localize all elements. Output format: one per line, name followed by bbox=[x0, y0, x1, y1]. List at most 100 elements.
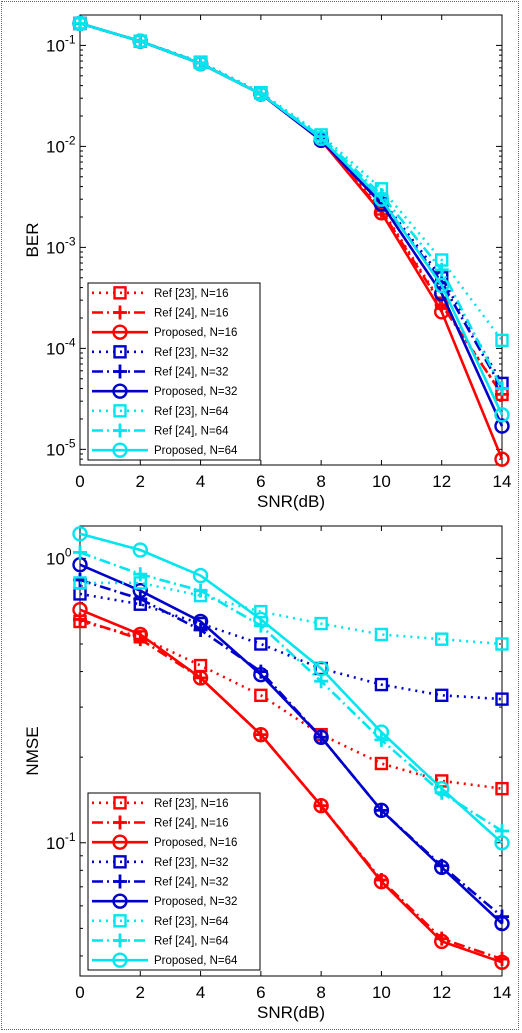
data-point bbox=[72, 15, 88, 32]
legend-marker bbox=[112, 383, 128, 399]
data-point bbox=[133, 591, 148, 606]
series-9 bbox=[72, 526, 510, 851]
data-point bbox=[73, 612, 87, 627]
legend-marker bbox=[113, 286, 127, 300]
data-point bbox=[313, 798, 329, 814]
x-axis-title: SNR(dB) bbox=[257, 492, 325, 511]
y-tick-label: 10-1 bbox=[46, 830, 76, 853]
data-point bbox=[374, 756, 389, 771]
legend-marker bbox=[113, 874, 127, 889]
y-axis-title: NMSE bbox=[23, 726, 42, 775]
x-tick-label: 4 bbox=[196, 472, 205, 491]
legend-marker bbox=[112, 952, 128, 968]
x-tick-label: 8 bbox=[316, 472, 325, 491]
data-point bbox=[434, 304, 450, 320]
data-point bbox=[254, 637, 268, 651]
data-point bbox=[254, 604, 268, 619]
series-3 bbox=[72, 602, 510, 970]
legend-marker bbox=[113, 345, 127, 359]
data-point bbox=[313, 130, 329, 147]
legend-label: Ref [23], N=64 bbox=[154, 916, 229, 928]
data-point bbox=[314, 674, 329, 689]
legend-label: Proposed, N=16 bbox=[154, 327, 237, 339]
x-tick-label: 12 bbox=[432, 983, 451, 1002]
data-point bbox=[494, 954, 510, 970]
legend-label: Ref [24], N=32 bbox=[154, 877, 228, 889]
data-point bbox=[495, 333, 509, 348]
legend-label: Proposed, N=64 bbox=[154, 445, 238, 457]
data-point bbox=[132, 33, 148, 49]
legend-label: Proposed, N=32 bbox=[154, 896, 237, 908]
x-tick-label: 2 bbox=[136, 472, 145, 491]
data-point bbox=[132, 626, 148, 643]
data-point bbox=[313, 729, 329, 745]
series-9 bbox=[72, 15, 510, 423]
data-point bbox=[72, 526, 88, 542]
series-line bbox=[79, 592, 503, 701]
data-point bbox=[253, 611, 269, 628]
legend: Ref [23], N=16 Ref [24], N=16 Proposed, N=… bbox=[87, 282, 261, 461]
data-point bbox=[253, 666, 269, 683]
data-point bbox=[434, 933, 450, 950]
legend-label: Proposed, N=16 bbox=[154, 837, 237, 849]
data-point bbox=[73, 576, 87, 590]
data-point bbox=[435, 688, 449, 703]
data-point bbox=[373, 724, 390, 740]
series-line bbox=[79, 551, 503, 833]
x-tick-label: 0 bbox=[75, 472, 84, 491]
data-point bbox=[133, 567, 148, 582]
legend-label: Ref [23], N=32 bbox=[154, 857, 228, 869]
legend-marker bbox=[113, 933, 127, 948]
legend-label: Proposed, N=32 bbox=[154, 386, 237, 398]
data-point bbox=[192, 567, 209, 584]
legend-label: Ref [23], N=16 bbox=[154, 798, 228, 810]
legend-label: Ref [23], N=64 bbox=[154, 406, 229, 418]
legend: Ref [23], N=16 Ref [24], N=16 Proposed, N=… bbox=[87, 792, 261, 971]
x-tick-label: 4 bbox=[196, 983, 205, 1002]
legend-label: Ref [24], N=32 bbox=[154, 367, 228, 379]
data-point bbox=[193, 583, 208, 598]
data-point bbox=[192, 55, 209, 72]
data-point bbox=[192, 613, 209, 630]
legend-label: Ref [24], N=64 bbox=[154, 426, 229, 438]
x-tick-label: 8 bbox=[316, 983, 325, 1002]
data-point bbox=[373, 873, 390, 890]
x-tick-label: 10 bbox=[372, 983, 391, 1002]
data-point bbox=[132, 582, 148, 599]
data-point bbox=[132, 542, 148, 558]
legend-marker bbox=[113, 404, 127, 418]
data-point bbox=[434, 859, 450, 875]
series-line bbox=[79, 22, 504, 342]
data-point bbox=[374, 627, 389, 642]
y-tick-label: 10-3 bbox=[46, 234, 76, 257]
y-tick-label: 10-2 bbox=[46, 133, 76, 156]
data-point bbox=[374, 732, 389, 747]
data-point bbox=[434, 277, 450, 294]
y-tick-label: 100 bbox=[46, 545, 72, 568]
legend-marker bbox=[113, 796, 127, 810]
data-point bbox=[434, 780, 450, 797]
data-point bbox=[495, 637, 509, 651]
data-point bbox=[373, 191, 390, 207]
y-tick-label: 10-4 bbox=[46, 335, 76, 358]
chart-panel-2: 0 2 4 6 8 10 12 14 100 10-1 SNR(dB) NMSE Ref [23], N… bbox=[23, 525, 512, 1022]
y-axis-title: BER bbox=[23, 223, 42, 258]
legend-label: Ref [24], N=16 bbox=[154, 308, 228, 320]
data-point bbox=[192, 670, 209, 686]
legend-marker bbox=[112, 893, 128, 909]
x-tick-label: 6 bbox=[256, 983, 265, 1002]
legend-marker bbox=[113, 914, 127, 928]
legend-marker bbox=[113, 815, 127, 830]
data-point bbox=[435, 632, 449, 646]
data-point bbox=[193, 623, 208, 638]
x-tick-label: 14 bbox=[493, 983, 512, 1002]
data-point bbox=[253, 726, 269, 743]
data-point bbox=[313, 660, 329, 677]
x-tick-label: 12 bbox=[432, 472, 451, 491]
series-line bbox=[79, 532, 503, 844]
legend-label: Proposed, N=64 bbox=[154, 955, 238, 967]
data-point bbox=[314, 616, 328, 631]
legend-label: Ref [24], N=64 bbox=[154, 936, 229, 948]
data-point bbox=[494, 407, 510, 423]
